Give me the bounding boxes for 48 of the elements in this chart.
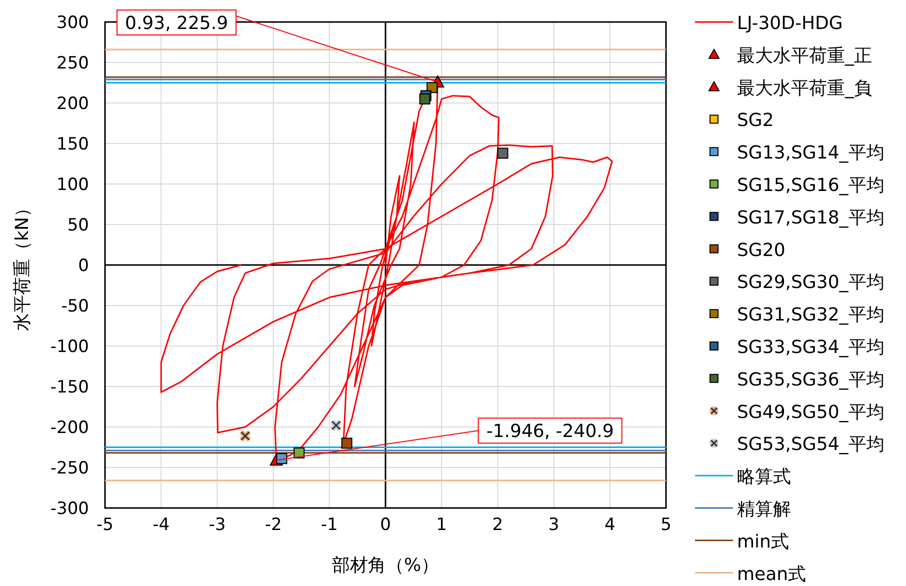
legend-label: SG15,SG16_平均 xyxy=(737,175,884,196)
legend-label: SG53,SG54_平均 xyxy=(737,434,884,456)
y-tick-label: -250 xyxy=(50,458,89,478)
x-tick-label: -5 xyxy=(96,515,114,535)
legend-label: 略算式 xyxy=(737,466,791,488)
x-tick-label: 2 xyxy=(492,515,504,535)
y-tick-label: 100 xyxy=(56,175,89,195)
legend-label: SG17,SG18_平均 xyxy=(737,207,884,228)
legend-label: mean式 xyxy=(737,564,806,585)
y-tick-label: 0 xyxy=(78,256,89,276)
x-tick-label: -1 xyxy=(320,515,338,535)
annotation: -1.946, -240.9 xyxy=(486,421,614,442)
y-tick-label: 50 xyxy=(67,216,89,236)
x-tick-label: 3 xyxy=(548,515,560,535)
y-tick-label: -50 xyxy=(61,296,89,316)
y-tick-label: 250 xyxy=(56,54,89,74)
x-tick-label: -2 xyxy=(264,515,282,535)
y-axis-title: 水平荷重（kN） xyxy=(12,199,33,331)
legend-label: 最大水平荷重_負 xyxy=(737,78,872,99)
y-tick-label: -150 xyxy=(50,378,89,398)
legend-label: 精算解 xyxy=(737,499,791,520)
annotation: 0.93, 225.9 xyxy=(125,13,228,34)
y-tick-label: -300 xyxy=(50,499,89,519)
legend-label: min式 xyxy=(737,531,789,552)
annotation: -1.946, -240.9 xyxy=(276,418,622,461)
x-axis-title: 部材角（%） xyxy=(332,555,440,576)
y-tick-label: -100 xyxy=(50,337,89,357)
legend-label: SG29,SG30_平均 xyxy=(737,272,884,294)
legend-label: SG31,SG32_平均 xyxy=(737,304,884,326)
x-tick-label: 5 xyxy=(660,515,672,535)
legend-label: SG49,SG50_平均 xyxy=(737,402,884,423)
legend-label: SG20 xyxy=(737,240,786,261)
legend-label: SG2 xyxy=(737,110,774,132)
x-tick-label: 0 xyxy=(380,515,391,535)
y-tick-label: 300 xyxy=(56,13,89,33)
x-tick-label: 4 xyxy=(604,515,616,535)
x-tick-label: 1 xyxy=(436,515,448,535)
legend-label: SG35,SG36_平均 xyxy=(737,369,884,390)
y-tick-label: -200 xyxy=(50,418,89,438)
legend-label: SG13,SG14_平均 xyxy=(737,142,884,164)
x-tick-label: -3 xyxy=(208,515,226,535)
legend-label: LJ-30D-HDG xyxy=(737,13,843,34)
annotation: 0.93, 225.9 xyxy=(116,10,438,83)
y-tick-label: 200 xyxy=(56,94,89,114)
legend-label: SG33,SG34_平均 xyxy=(737,337,884,358)
legend-label: 最大水平荷重_正 xyxy=(737,45,872,66)
y-tick-label: 150 xyxy=(56,134,89,154)
x-tick-label: -4 xyxy=(152,515,170,535)
